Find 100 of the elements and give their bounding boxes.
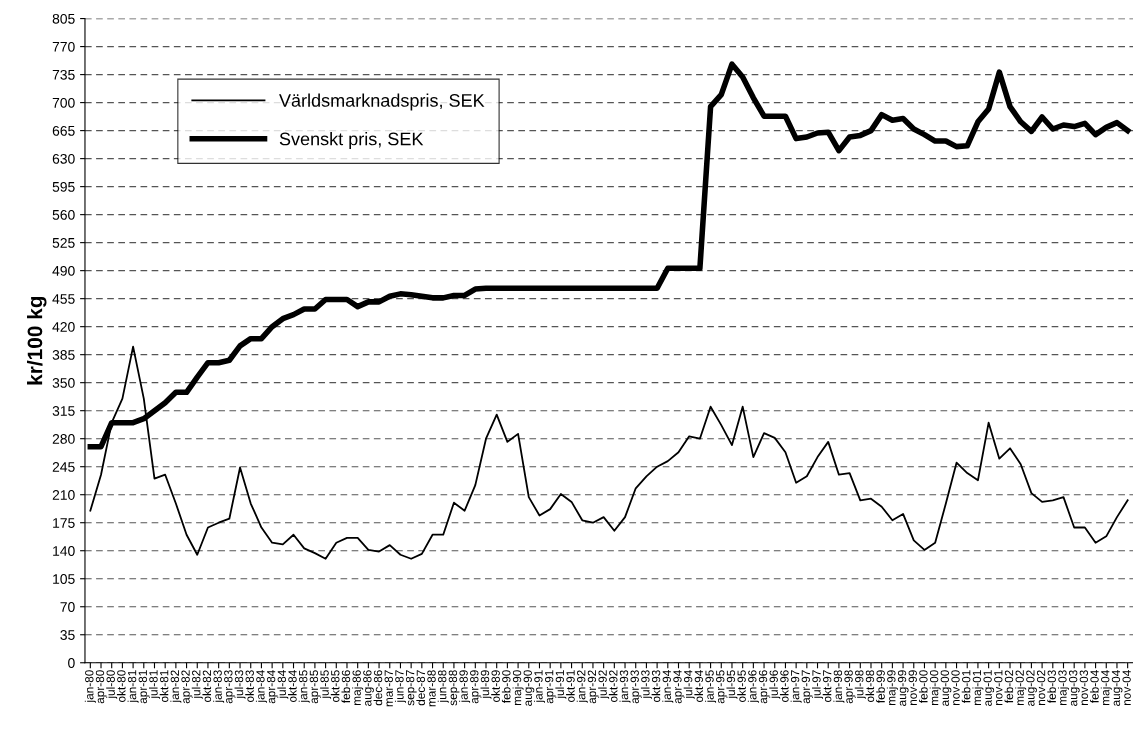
x-tick-label: feb-01 — [961, 670, 971, 703]
x-tick-label: jan-98 — [833, 670, 845, 703]
x-tick-label: apr-80 — [95, 670, 107, 704]
x-tick-label: okt-81 — [159, 670, 169, 703]
legend-label: Världsmarknadspris, SEK — [279, 93, 485, 111]
x-tick-label: nov-03 — [1079, 670, 1089, 706]
x-tick-label: apr-82 — [181, 670, 193, 704]
x-tick-label: jul-91 — [555, 670, 567, 699]
x-tick-label: jul-97 — [812, 670, 824, 699]
x-tick-label: nov-02 — [1036, 670, 1046, 706]
x-tick-label: maj-99 — [886, 670, 898, 705]
x-tick-label: jul-96 — [769, 670, 781, 699]
x-tick-label: apr-94 — [673, 670, 684, 704]
x-tick-label: jan-94 — [662, 670, 674, 703]
y-tick-label: 0 — [68, 658, 75, 668]
x-tick-label: okt-97 — [822, 670, 832, 703]
x-tick-label: apr-81 — [138, 670, 150, 704]
x-tick-label: jul-80 — [106, 670, 118, 699]
x-tick-label: okt-84 — [288, 670, 297, 703]
x-tick-label: maj-90 — [512, 670, 524, 705]
x-tick-label: okt-98 — [865, 670, 875, 703]
x-tick-label: maj-03 — [1057, 670, 1069, 705]
x-tick-label: jan-83 — [213, 670, 225, 703]
x-tick-label: jan-97 — [790, 670, 802, 703]
x-tick-label: okt-82 — [202, 670, 212, 703]
x-tick-label: jan-92 — [576, 670, 588, 703]
x-tick-label: jul-92 — [598, 670, 610, 699]
x-tick-label: jan-80 — [84, 670, 96, 703]
x-tick-label: jan-81 — [127, 670, 139, 703]
x-tick-label: feb-03 — [1047, 670, 1056, 703]
x-tick-label: jul-83 — [234, 670, 246, 699]
x-tick-label: aug-99 — [897, 670, 909, 706]
x-tick-label: mar-87 — [384, 670, 393, 707]
x-tick-label: okt-83 — [245, 670, 254, 703]
x-tick-label: apr-84 — [266, 670, 278, 704]
y-tick-label: 455 — [52, 294, 75, 304]
x-tick-label: okt-92 — [608, 670, 618, 703]
x-tick-label: apr-91 — [544, 670, 556, 704]
x-tick-label: aug-90 — [523, 670, 535, 706]
x-tick-label: okt-80 — [116, 670, 126, 703]
y-tick-label: 665 — [52, 125, 75, 136]
x-tick-label: jul-89 — [480, 670, 492, 699]
y-tick-label: 35 — [60, 630, 75, 640]
x-tick-label: jan-96 — [747, 670, 759, 703]
legend-label: Svenskt pris, SEK — [279, 132, 424, 149]
y-tick-label: 140 — [53, 546, 75, 556]
y-tick-label: 490 — [52, 265, 75, 276]
x-tick-label: jul-85 — [320, 670, 332, 699]
x-tick-label: maj-02 — [1015, 670, 1027, 705]
x-tick-label: nov-00 — [951, 670, 960, 706]
x-tick-label: jan-93 — [619, 670, 631, 703]
x-tick-label: feb-86 — [341, 670, 351, 703]
y-tick-label: 525 — [52, 237, 75, 248]
x-tick-label: jul-94 — [683, 670, 695, 699]
x-tick-label: jul-81 — [148, 670, 160, 699]
y-tick-label: 735 — [52, 69, 75, 80]
y-tick-label: 560 — [52, 209, 75, 220]
x-tick-label: feb-04 — [1090, 670, 1099, 703]
x-tick-label: apr-89 — [470, 670, 481, 704]
x-tick-label: apr-98 — [844, 670, 856, 704]
x-tick-label: okt-93 — [651, 670, 661, 703]
y-tick-label: 630 — [52, 153, 75, 164]
x-tick-label: okt-85 — [330, 670, 340, 703]
y-tick-label: 700 — [52, 97, 75, 108]
x-tick-label: jul-95 — [726, 670, 738, 699]
y-tick-label: 315 — [52, 406, 75, 416]
x-tick-label: aug-03 — [1068, 670, 1080, 706]
x-tick-label: jun-88 — [437, 670, 449, 703]
x-tick-label: nov-04 — [1122, 670, 1131, 706]
x-tick-label: aug-86 — [363, 670, 374, 706]
x-tick-label: dec-86 — [373, 670, 383, 706]
y-tick-label: 280 — [52, 434, 75, 444]
y-tick-label: 175 — [53, 518, 75, 528]
x-tick-label: apr-92 — [587, 670, 599, 704]
x-tick-label: aug-01 — [983, 670, 995, 706]
x-tick-label: aug-04 — [1111, 670, 1123, 706]
y-axis-title: kr/100 kg — [27, 296, 47, 385]
x-tick-label: sep-87 — [405, 670, 417, 706]
x-tick-label: maj-86 — [352, 670, 364, 705]
y-tick-label: 210 — [52, 490, 75, 500]
x-tick-label: apr-96 — [758, 670, 770, 704]
y-tick-label: 770 — [52, 41, 75, 52]
x-tick-label: dec-87 — [416, 670, 426, 706]
y-tick-label: 350 — [52, 378, 75, 388]
y-tick-label: 805 — [52, 13, 75, 24]
x-tick-label: apr-93 — [630, 670, 642, 704]
x-tick-label: jun-87 — [394, 670, 406, 703]
x-tick-label: jan-84 — [255, 670, 267, 703]
x-tick-label: feb-99 — [876, 670, 885, 703]
x-tick-label: mar-88 — [427, 670, 436, 707]
x-tick-label: sep-88 — [448, 670, 460, 706]
x-tick-label: apr-95 — [716, 670, 727, 704]
x-tick-label: aug-00 — [940, 670, 952, 706]
y-tick-label: 595 — [52, 181, 75, 192]
x-tick-label: okt-95 — [737, 670, 746, 703]
x-tick-label: jul-82 — [191, 670, 203, 699]
x-tick-label: jan-95 — [705, 670, 717, 703]
x-tick-label: jan-91 — [533, 670, 545, 703]
y-tick-label: 245 — [52, 462, 75, 472]
x-tick-label: jul-93 — [640, 670, 652, 699]
